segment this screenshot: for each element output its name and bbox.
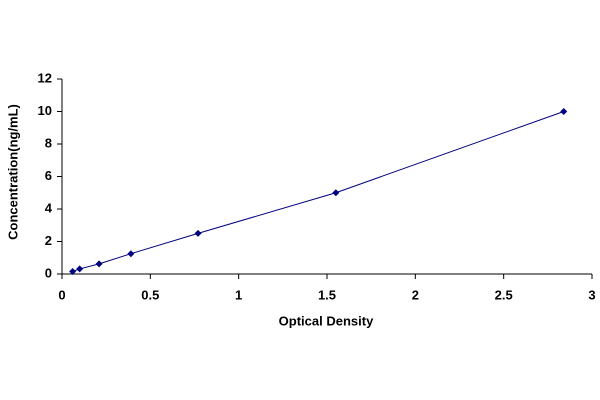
x-tick-label: 3	[588, 287, 595, 302]
marker	[69, 267, 77, 275]
line	[72, 111, 564, 272]
x-tick-label: 1	[235, 287, 242, 302]
y-tick-label: 12	[38, 70, 52, 85]
marker	[332, 189, 340, 197]
marker	[127, 250, 135, 258]
y-tick-label: 4	[45, 200, 53, 215]
marker	[194, 229, 202, 237]
marker	[95, 260, 103, 268]
y-tick-label: 8	[45, 135, 52, 150]
y-tick-label: 10	[38, 103, 52, 118]
x-tick-label: 2.5	[495, 287, 513, 302]
x-tick-label: 0	[58, 287, 65, 302]
marker	[76, 265, 84, 273]
x-tick-label: 1.5	[318, 287, 336, 302]
x-axis-label: Optical Density	[279, 313, 374, 328]
y-axis-label: Concentration(ng/mL)	[5, 104, 20, 240]
y-tick-label: 2	[45, 233, 52, 248]
x-tick-label: 0.5	[141, 287, 159, 302]
y-tick-label: 0	[45, 265, 52, 280]
x-tick-label: 2	[412, 287, 419, 302]
marker	[560, 108, 568, 115]
y-tick-label: 6	[45, 168, 52, 183]
